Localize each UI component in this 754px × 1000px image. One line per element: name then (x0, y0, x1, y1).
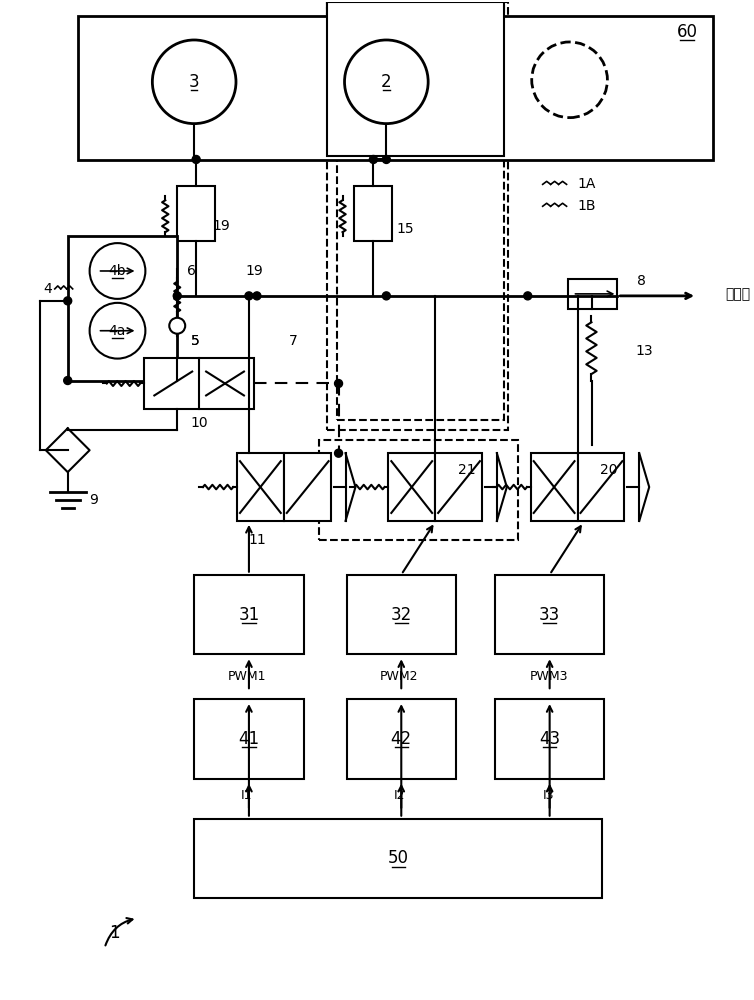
Circle shape (335, 380, 342, 387)
Bar (144, 358, 254, 409)
Circle shape (90, 243, 146, 299)
Circle shape (253, 292, 261, 300)
Text: 1B: 1B (578, 199, 596, 213)
Circle shape (369, 155, 378, 163)
Bar (495, 699, 605, 779)
Bar (388, 453, 435, 521)
Text: 41: 41 (238, 730, 259, 748)
Text: 10: 10 (190, 416, 208, 430)
Bar (568, 279, 618, 309)
Circle shape (152, 40, 236, 124)
Circle shape (245, 292, 253, 300)
Bar (319, 440, 518, 540)
Text: 4: 4 (43, 282, 52, 296)
Bar (347, 699, 456, 779)
Circle shape (382, 155, 391, 163)
Bar (495, 575, 605, 654)
Bar (326, 2, 504, 156)
Bar (336, 156, 504, 420)
Text: 42: 42 (391, 730, 412, 748)
Bar (68, 236, 177, 381)
Bar (435, 453, 482, 521)
Bar (195, 575, 304, 654)
Text: 5: 5 (192, 334, 200, 348)
Text: 3: 3 (188, 73, 200, 91)
Text: 32: 32 (391, 606, 412, 624)
Circle shape (345, 40, 428, 124)
Text: 9: 9 (90, 493, 99, 507)
Bar (347, 575, 456, 654)
Text: PWM3: PWM3 (529, 670, 568, 683)
Circle shape (524, 292, 532, 300)
Text: I1: I1 (241, 789, 253, 802)
Circle shape (170, 318, 185, 334)
Text: PWM1: PWM1 (228, 670, 266, 683)
Bar (195, 699, 304, 779)
Text: 31: 31 (238, 606, 259, 624)
Text: 13: 13 (636, 344, 653, 358)
Text: 7: 7 (289, 334, 298, 348)
Text: 4a: 4a (109, 324, 126, 338)
Bar (78, 16, 713, 160)
Circle shape (335, 449, 342, 457)
Bar (237, 453, 284, 521)
Text: 50: 50 (388, 849, 409, 867)
Circle shape (382, 292, 391, 300)
Text: 20: 20 (600, 463, 618, 477)
Bar (326, 2, 504, 156)
Text: 8: 8 (637, 274, 646, 288)
Text: PWM2: PWM2 (380, 670, 418, 683)
Text: I3: I3 (543, 789, 554, 802)
Bar (326, 2, 508, 430)
Text: 11: 11 (249, 533, 267, 547)
Text: 1: 1 (109, 924, 120, 942)
Text: 6: 6 (187, 264, 196, 278)
Text: 19: 19 (212, 219, 230, 233)
Text: 15: 15 (397, 222, 414, 236)
Circle shape (90, 303, 146, 359)
Text: 33: 33 (539, 606, 560, 624)
Text: 60: 60 (676, 23, 697, 41)
Text: 5: 5 (192, 334, 200, 348)
Text: 19: 19 (245, 264, 262, 278)
Circle shape (532, 42, 608, 118)
Bar (284, 453, 330, 521)
Bar (531, 453, 578, 521)
Bar (578, 453, 624, 521)
Text: 21: 21 (458, 463, 476, 477)
Circle shape (173, 292, 181, 300)
Text: I2: I2 (394, 789, 405, 802)
Circle shape (192, 155, 200, 163)
Text: 4b: 4b (109, 264, 127, 278)
Text: 43: 43 (539, 730, 560, 748)
Bar (177, 186, 215, 241)
Text: 1A: 1A (578, 177, 596, 191)
Text: 2: 2 (381, 73, 391, 91)
Text: 至润滑: 至润滑 (725, 287, 750, 301)
Bar (354, 186, 392, 241)
Bar (195, 819, 602, 898)
Circle shape (64, 297, 72, 305)
Circle shape (64, 377, 72, 384)
